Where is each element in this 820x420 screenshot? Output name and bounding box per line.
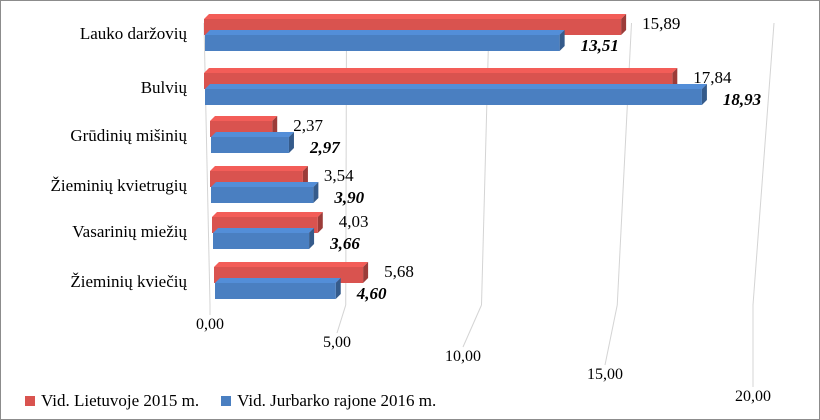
category-label: Lauko daržovių: [80, 24, 188, 43]
legend-label-2015: Vid. Lietuvoje 2015 m.: [41, 391, 200, 410]
bar-top-face: [212, 212, 323, 217]
x-tick-label: 15,00: [587, 366, 623, 383]
bar-front-face: [205, 35, 560, 51]
data-label: 15,89: [642, 14, 680, 33]
bar-front-face: [211, 137, 289, 153]
data-label: 4,03: [339, 212, 369, 231]
bar-front-face: [215, 283, 336, 299]
bar-front-face: [205, 89, 702, 105]
bar-top-face: [204, 68, 678, 73]
bar-side-face: [335, 278, 341, 299]
bar-top-face: [210, 116, 278, 121]
x-tick-label: 0,00: [196, 316, 224, 333]
bar-side-face: [272, 116, 278, 137]
bar-side-face: [701, 84, 707, 105]
bar-top-face: [211, 132, 294, 137]
bar-side-face: [559, 30, 565, 51]
bar-side-face: [302, 166, 308, 187]
bar-top-face: [211, 182, 319, 187]
data-label: 18,93: [723, 90, 762, 109]
gridline-back: [752, 22, 775, 306]
gridline-back: [616, 22, 632, 306]
data-label: 13,51: [581, 36, 619, 55]
bar-side-face: [313, 182, 319, 203]
legend: Vid. Lietuvoje 2015 m. Vid. Jurbarko raj…: [25, 391, 458, 411]
data-label: 2,97: [309, 138, 341, 157]
gridline-back: [481, 22, 490, 306]
bar-front-face: [213, 233, 310, 249]
data-label: 17,84: [693, 68, 732, 87]
bar-front-face: [211, 187, 314, 203]
legend-swatch-2015: [25, 396, 35, 406]
gridline-floor: [336, 304, 347, 334]
bar-top-face: [205, 30, 565, 35]
bar-top-face: [214, 262, 369, 267]
legend-swatch-2016: [221, 396, 232, 406]
category-label: Žieminių kvietrugių: [51, 176, 188, 195]
category-label: Vasarinių miežių: [72, 222, 187, 241]
legend-item-2016: Vid. Jurbarko rajone 2016 m.: [221, 391, 436, 411]
bar-top-face: [205, 84, 707, 89]
bar-top-face: [215, 278, 341, 283]
data-label: 3,54: [324, 166, 354, 185]
bar-side-face: [621, 14, 627, 35]
bar-top-face: [210, 166, 308, 171]
category-label: Bulvių: [141, 78, 188, 97]
bar-top-face: [213, 228, 315, 233]
data-label: 2,37: [293, 116, 323, 135]
x-tick-label: 5,00: [323, 334, 351, 351]
data-label: 5,68: [384, 262, 414, 281]
x-tick-label: 10,00: [445, 348, 481, 365]
bar-side-face: [317, 212, 323, 233]
bar-side-face: [309, 228, 315, 249]
bar-side-face: [363, 262, 369, 283]
gridline-floor: [462, 304, 482, 348]
bar-top-face: [204, 14, 627, 19]
data-label: 4,60: [356, 284, 387, 303]
data-label: 3,90: [333, 188, 364, 207]
x-tick-label: 20,00: [735, 388, 771, 405]
category-label: Grūdinių mišinių: [70, 126, 187, 145]
legend-item-2015: Vid. Lietuvoje 2015 m.: [25, 391, 199, 411]
bar-side-face: [288, 132, 294, 153]
gridline-back: [203, 22, 211, 306]
gridline-floor: [604, 304, 618, 366]
category-label: Žieminių kviečių: [70, 272, 187, 291]
data-label: 3,66: [329, 234, 360, 253]
bar-side-face: [672, 68, 678, 89]
legend-label-2016: Vid. Jurbarko rajone 2016 m.: [237, 391, 437, 410]
